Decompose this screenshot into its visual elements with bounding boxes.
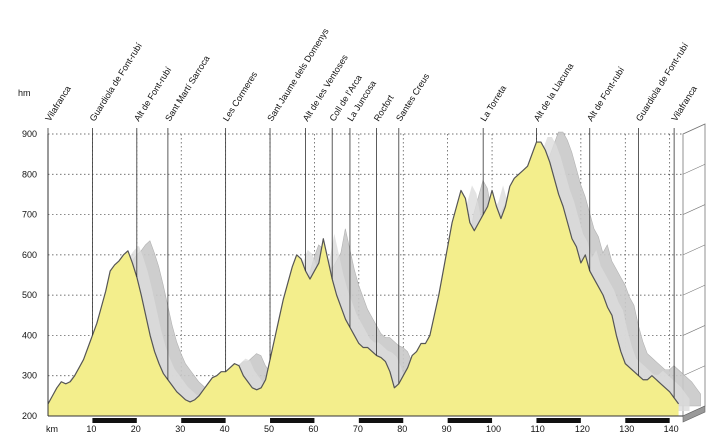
axes <box>47 134 683 423</box>
waypoint-label: Alt de la Llacuna <box>532 61 576 123</box>
profile-area <box>47 141 680 417</box>
scale-bar-segment <box>358 418 404 423</box>
side-wall-line <box>682 284 706 296</box>
y-tick-label: 400 <box>22 330 37 340</box>
x-tick-label: 40 <box>220 424 230 434</box>
scale-bar-segment <box>92 418 137 423</box>
side-wall-line <box>682 365 706 376</box>
y-tick-label: 700 <box>22 210 37 220</box>
x-axis-unit: km <box>46 424 58 434</box>
x-tick-label: 100 <box>486 424 501 434</box>
x-tick-label: 130 <box>619 424 634 434</box>
waypoint-label: Alt de Font-rubí <box>585 65 627 123</box>
waypoint-label: La Torreta <box>478 84 508 124</box>
scale-bar-segment <box>536 418 581 423</box>
profile-line <box>47 141 680 405</box>
y-tick-label: 300 <box>22 371 37 381</box>
x-tick-label: 60 <box>308 424 318 434</box>
scale-bar-segment <box>270 418 315 423</box>
side-wall-line <box>682 123 706 135</box>
waypoint-label: Sant Martí Sarroca <box>163 54 212 123</box>
x-tick-label: 80 <box>397 424 407 434</box>
waypoint-label: Vilafranca <box>43 84 73 123</box>
y-tick-label: 500 <box>22 290 37 300</box>
scale-bar-segment <box>181 418 226 423</box>
x-tick-label: 30 <box>175 424 185 434</box>
y-tick-label: 800 <box>22 169 37 179</box>
side-wall-line <box>682 244 706 256</box>
x-tick-label: 140 <box>664 424 679 434</box>
waypoint-lines <box>47 128 675 404</box>
x-tick-label: 50 <box>264 424 274 434</box>
waypoint-label: Santes Creus <box>394 71 432 123</box>
x-tick-label: 110 <box>530 424 544 434</box>
waypoint-label: Vilafranca <box>669 84 699 123</box>
x-tick-label: 90 <box>442 424 452 434</box>
scale-bar-segment <box>447 418 493 423</box>
waypoint-label: Les Cormeres <box>221 69 260 123</box>
side-wall-line <box>682 204 706 215</box>
y-tick-label: 600 <box>22 250 37 260</box>
x-tick-label: 120 <box>575 424 590 434</box>
back-wall <box>682 123 706 423</box>
waypoint-label: Rocfort <box>372 93 396 123</box>
scale-bar-segment <box>625 418 670 423</box>
y-axis-unit: hm <box>18 88 31 98</box>
side-wall <box>682 123 706 417</box>
x-tick-label: 20 <box>131 424 141 434</box>
x-tick-label: 70 <box>353 424 363 434</box>
y-tick-label: 200 <box>22 411 37 421</box>
side-wall-line <box>682 164 706 175</box>
floor-edge <box>682 405 706 423</box>
profile-fill <box>48 142 679 417</box>
waypoint-label: Sant Jaume dels Domenys <box>265 26 331 123</box>
x-tick-label: 10 <box>86 424 96 434</box>
side-wall-line <box>682 325 706 336</box>
y-tick-label: 900 <box>22 129 37 139</box>
